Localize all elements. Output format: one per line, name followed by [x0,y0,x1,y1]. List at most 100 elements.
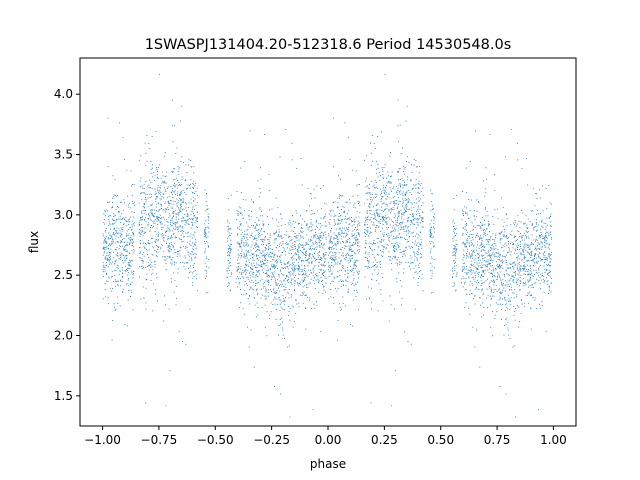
data-point [347,269,349,271]
data-point [272,259,274,260]
data-point [288,271,289,273]
data-point [489,134,491,135]
data-point [257,245,259,247]
data-point [296,259,298,260]
data-point [176,213,178,215]
data-point [345,230,346,232]
data-point [175,304,177,306]
data-point [400,236,402,238]
data-point [229,235,231,237]
data-point [128,204,129,206]
data-point [507,308,508,310]
data-point [243,236,245,237]
data-point [498,299,500,301]
data-point [182,241,184,242]
data-point [318,261,320,263]
data-point [328,213,330,215]
data-point [353,264,355,266]
data-point [158,191,160,193]
data-point [359,184,360,186]
data-point [177,253,179,255]
data-point [401,218,403,220]
data-point [350,271,352,273]
data-point [512,275,514,277]
data-point [159,198,161,200]
scatter-points [102,73,552,418]
data-point [310,238,312,240]
data-point [502,245,504,247]
data-point [276,247,278,249]
data-point [324,215,326,217]
data-point [526,158,527,159]
data-point [330,296,332,298]
data-point [482,288,483,290]
data-point [257,258,259,260]
data-point [161,244,163,245]
data-point [157,240,159,242]
data-point [455,243,457,245]
data-point [524,239,525,241]
data-point [343,285,344,287]
data-point [404,253,405,255]
data-point [173,233,174,235]
data-point [491,273,492,275]
data-point [544,239,546,241]
data-point [324,254,326,256]
data-point [139,247,141,249]
data-point [486,297,487,299]
data-point [149,197,151,198]
data-point [192,183,194,184]
data-point [499,288,500,290]
data-point [506,235,507,237]
data-point [349,242,351,244]
data-point [495,248,497,250]
data-point [416,166,418,168]
data-point [145,267,147,268]
data-point [143,206,145,208]
data-point [453,245,455,246]
data-point [107,117,109,119]
data-point [404,195,406,197]
data-point [383,184,385,186]
data-point [530,277,532,279]
data-point [126,250,128,252]
data-point [329,219,331,220]
data-point [399,183,401,184]
data-point [394,251,395,253]
data-point [476,235,477,236]
data-point [341,232,343,234]
data-point [510,254,512,256]
data-point [152,227,154,229]
data-point [416,198,417,200]
data-point [464,242,466,244]
data-point [274,291,276,293]
data-point [483,246,485,248]
data-point [514,289,516,290]
data-point [264,237,266,239]
data-point [284,299,285,301]
data-point [526,231,528,233]
data-point [461,278,463,280]
data-point [381,196,383,198]
data-point [376,237,378,239]
data-point [324,258,326,260]
data-point [474,215,476,217]
data-point [353,299,354,301]
data-point [506,273,508,275]
data-point [127,267,129,269]
data-point [143,188,145,190]
data-point [548,269,550,271]
data-point [520,221,522,223]
data-point [155,238,157,240]
data-point [484,273,486,275]
data-point [106,255,108,256]
data-point [296,167,298,169]
data-point [312,248,314,250]
data-point [410,222,412,223]
data-point [228,285,230,287]
data-point [502,262,503,264]
data-point [145,180,147,182]
data-point [180,230,182,232]
data-point [193,200,195,202]
data-point [410,202,412,204]
